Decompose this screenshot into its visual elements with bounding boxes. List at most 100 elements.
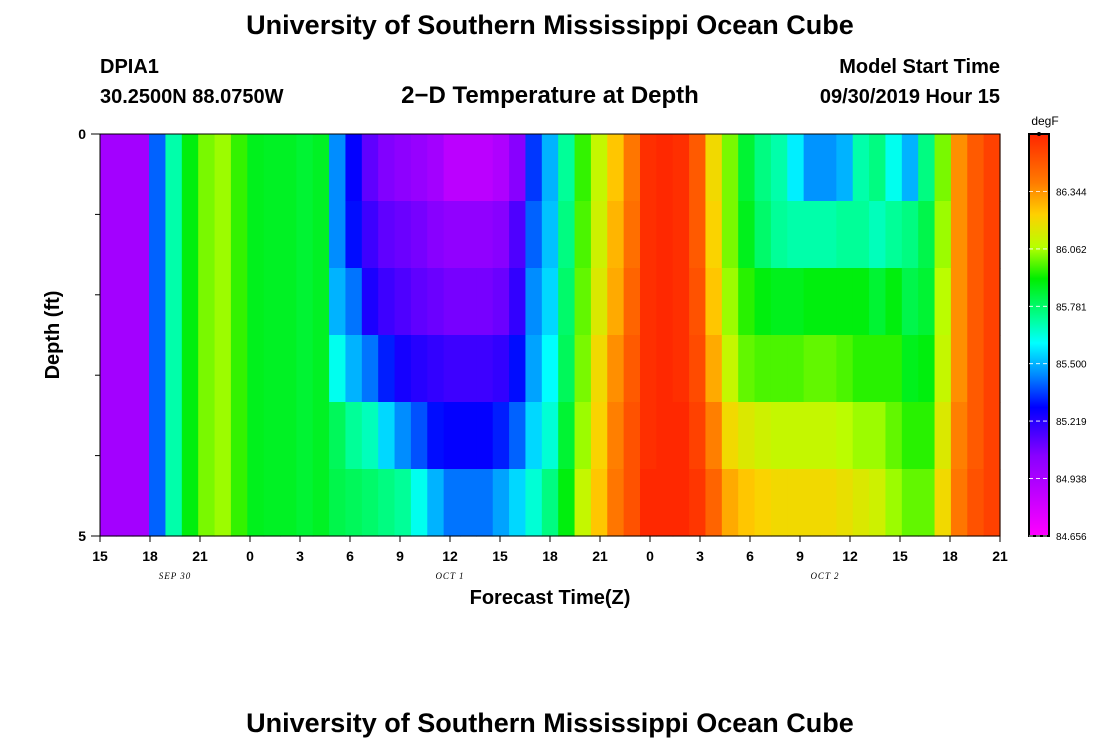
heatmap-cell <box>869 469 887 537</box>
heatmap-cell <box>312 201 330 269</box>
heatmap-cell <box>525 335 543 403</box>
heatmap-cell <box>689 469 707 537</box>
x-tick-label: 6 <box>746 548 754 564</box>
heatmap-cell <box>590 469 608 537</box>
heatmap-cell <box>509 134 527 202</box>
heatmap-cell <box>312 335 330 403</box>
x-tick-label: 3 <box>296 548 304 564</box>
heatmap-cell <box>607 402 625 470</box>
heatmap-cell <box>721 469 739 537</box>
heatmap-cell <box>345 134 363 202</box>
heatmap-cell <box>558 402 576 470</box>
x-tick-label: 18 <box>942 548 958 564</box>
heatmap-cell <box>607 134 625 202</box>
heatmap-cell <box>623 335 641 403</box>
heatmap-cell <box>738 469 756 537</box>
heatmap-cell <box>836 201 854 269</box>
heatmap-cell <box>509 469 527 537</box>
heatmap-cell <box>443 469 461 537</box>
heatmap-cell <box>100 134 117 202</box>
heatmap-cell <box>721 268 739 336</box>
heatmap-cell <box>378 268 396 336</box>
colorbar-tick-label: 84.938 <box>1056 474 1087 485</box>
heatmap-cell <box>803 402 821 470</box>
heatmap-cell <box>492 201 510 269</box>
heatmap-cell <box>410 469 428 537</box>
heatmap-cell <box>558 134 576 202</box>
heatmap-cell <box>378 335 396 403</box>
x-tick-label: 0 <box>646 548 654 564</box>
heatmap-cell <box>214 335 232 403</box>
heatmap-cell <box>656 268 674 336</box>
heatmap-cell <box>394 335 412 403</box>
heatmap-cell <box>738 335 756 403</box>
heatmap-cell <box>410 201 428 269</box>
heatmap-cell <box>230 268 248 336</box>
x-tick-label: 15 <box>492 548 508 564</box>
heatmap-cell <box>574 201 592 269</box>
heatmap-cell <box>640 201 657 269</box>
heatmap-cell <box>247 469 265 537</box>
x-tick-label: 21 <box>192 548 208 564</box>
heatmap-cell <box>361 469 379 537</box>
heatmap-cell <box>983 335 1001 403</box>
heatmap-cell <box>345 268 363 336</box>
heatmap-cell <box>394 201 412 269</box>
heatmap-cell <box>820 469 837 537</box>
heatmap-cell <box>116 402 134 470</box>
heatmap-cell <box>149 201 167 269</box>
heatmap-cell <box>427 134 445 202</box>
colorbar-tick-label: 85.500 <box>1056 360 1087 371</box>
heatmap-cell <box>640 402 657 470</box>
heatmap-cell <box>116 201 134 269</box>
x-tick-label: 15 <box>92 548 108 564</box>
heatmap-cell <box>558 201 576 269</box>
colorbar-ticks: 86.344 86.062 85.781 85.500 85.219 84.938 84.6… <box>1029 132 1087 543</box>
heatmap-cell <box>296 469 314 537</box>
colorbar-unit-label: degF <box>1031 114 1058 128</box>
heatmap-cell <box>296 268 314 336</box>
heatmap-cell <box>950 134 968 202</box>
heatmap-cell <box>541 201 559 269</box>
heatmap-cell <box>476 402 494 470</box>
heatmap-cell <box>901 469 919 537</box>
heatmap-cell <box>492 469 510 537</box>
heatmap-cell <box>345 469 363 537</box>
heatmap-cell <box>574 335 592 403</box>
heatmap-cell <box>263 402 281 470</box>
heatmap-cell <box>590 134 608 202</box>
heatmap-cell <box>623 134 641 202</box>
x-tick-label: 18 <box>542 548 558 564</box>
heatmap-cell <box>149 402 167 470</box>
x-tick-label: 21 <box>992 548 1008 564</box>
x-tick-label: 12 <box>842 548 858 564</box>
colorbar-tick-label: 86.344 <box>1056 187 1087 198</box>
station-coordinates: 30.2500N 88.0750W <box>100 86 284 108</box>
heatmap-cell <box>770 402 788 470</box>
heatmap-cell <box>165 268 183 336</box>
heatmap-cell <box>181 201 199 269</box>
heatmap-cell <box>132 469 150 537</box>
x-tick-label: 21 <box>592 548 608 564</box>
x-axis-title: Forecast Time(Z) <box>470 587 631 609</box>
heatmap-cell <box>656 335 674 403</box>
heatmap-cell <box>820 134 837 202</box>
heatmap-cell <box>525 201 543 269</box>
heatmap-cell <box>950 402 968 470</box>
x-tick-label: 0 <box>246 548 254 564</box>
heatmap-cell <box>672 201 690 269</box>
model-start-label: Model Start Time <box>839 56 1000 78</box>
heatmap-cell <box>590 201 608 269</box>
heatmap-cell <box>214 402 232 470</box>
heatmap-cell <box>770 268 788 336</box>
heatmap-cell <box>852 134 870 202</box>
heatmap-cell <box>181 469 199 537</box>
heatmap-cell <box>230 134 248 202</box>
heatmap-cell <box>689 335 707 403</box>
colorbar: degF 86.344 86.062 85.781 85.500 85.219 84.93… <box>1028 114 1087 543</box>
heatmap-cell <box>934 268 952 336</box>
y-tick-label: 5 <box>78 528 86 544</box>
heatmap-cell <box>901 201 919 269</box>
x-tick-label: 3 <box>696 548 704 564</box>
